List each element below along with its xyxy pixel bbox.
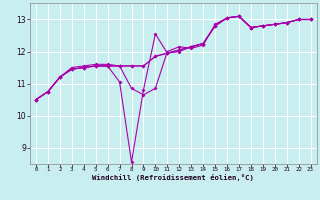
X-axis label: Windchill (Refroidissement éolien,°C): Windchill (Refroidissement éolien,°C)	[92, 174, 254, 181]
